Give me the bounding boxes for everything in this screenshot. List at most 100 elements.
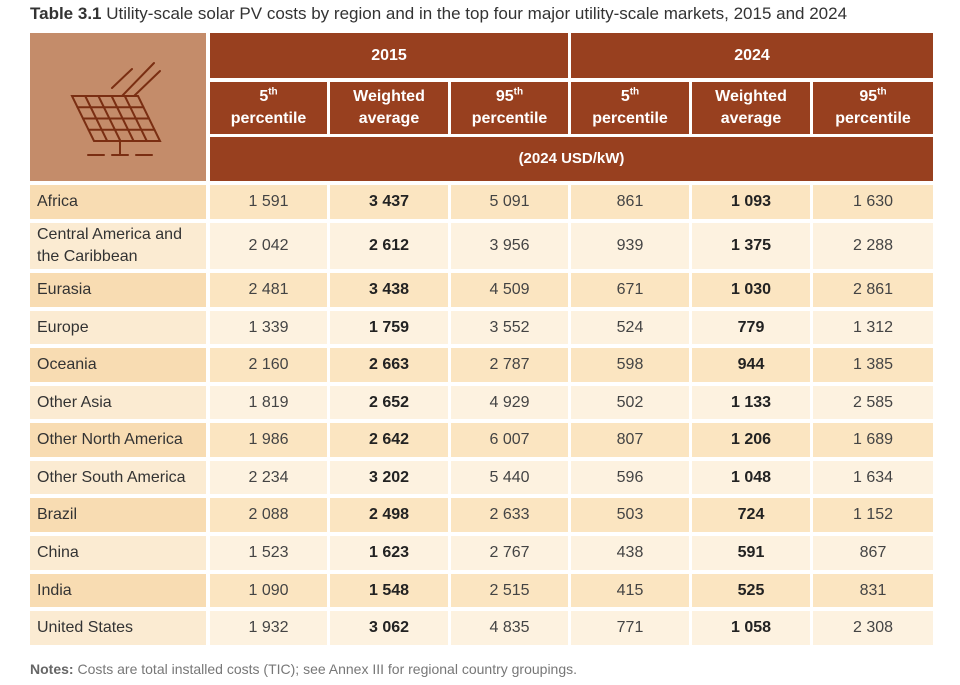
value-cell: 2 585: [813, 386, 933, 419]
value-cell: 598: [571, 348, 689, 382]
column-header: 5th percentile: [571, 82, 689, 134]
value-cell: 1 523: [210, 536, 327, 570]
value-cell: 525: [692, 574, 810, 607]
value-cell: 861: [571, 185, 689, 219]
header-unit: (2024 USD/kW): [210, 137, 933, 181]
value-cell: 1 759: [330, 311, 448, 344]
value-cell: 2 787: [451, 348, 568, 382]
value-cell: 2 633: [451, 498, 568, 532]
value-cell: 2 234: [210, 461, 327, 494]
value-cell: 1 090: [210, 574, 327, 607]
value-cell: 3 202: [330, 461, 448, 494]
table-notes: Notes: Costs are total installed costs (…: [30, 661, 577, 677]
column-header: 5th percentile: [210, 82, 327, 134]
value-cell: 2 088: [210, 498, 327, 532]
value-cell: 2 663: [330, 348, 448, 382]
value-cell: 1 339: [210, 311, 327, 344]
table-row: Eurasia 2 481 3 438 4 509 671 1 030 2 861: [30, 273, 933, 307]
value-cell: 5 091: [451, 185, 568, 219]
value-cell: 4 509: [451, 273, 568, 307]
notes-text: Costs are total installed costs (TIC); s…: [77, 661, 578, 677]
value-cell: 1 634: [813, 461, 933, 494]
table-row: Oceania 2 160 2 663 2 787 598 944 1 385: [30, 348, 933, 382]
region-label: Africa: [30, 185, 206, 219]
table-row: China 1 523 1 623 2 767 438 591 867: [30, 536, 933, 570]
value-cell: 2 308: [813, 611, 933, 645]
value-cell: 1 133: [692, 386, 810, 419]
region-label: China: [30, 536, 206, 570]
table-row: India 1 090 1 548 2 515 415 525 831: [30, 574, 933, 607]
value-cell: 1 030: [692, 273, 810, 307]
table-title: Utility-scale solar PV costs by region a…: [106, 4, 848, 23]
value-cell: 3 552: [451, 311, 568, 344]
header-corner: [30, 33, 206, 181]
value-cell: 2 498: [330, 498, 448, 532]
value-cell: 3 437: [330, 185, 448, 219]
value-cell: 2 767: [451, 536, 568, 570]
value-cell: 1 548: [330, 574, 448, 607]
table-row: Brazil 2 088 2 498 2 633 503 724 1 152: [30, 498, 933, 532]
value-cell: 1 375: [692, 223, 810, 269]
column-header: 95th percentile: [813, 82, 933, 134]
region-label: India: [30, 574, 206, 607]
value-cell: 939: [571, 223, 689, 269]
value-cell: 2 481: [210, 273, 327, 307]
region-label: Brazil: [30, 498, 206, 532]
region-label: Other Asia: [30, 386, 206, 419]
value-cell: 724: [692, 498, 810, 532]
value-cell: 524: [571, 311, 689, 344]
value-cell: 3 062: [330, 611, 448, 645]
value-cell: 2 515: [451, 574, 568, 607]
value-cell: 2 652: [330, 386, 448, 419]
value-cell: 1 689: [813, 423, 933, 457]
region-label: Central America and the Caribbean: [30, 223, 206, 269]
value-cell: 4 929: [451, 386, 568, 419]
value-cell: 5 440: [451, 461, 568, 494]
value-cell: 1 986: [210, 423, 327, 457]
value-cell: 596: [571, 461, 689, 494]
value-cell: 6 007: [451, 423, 568, 457]
value-cell: 591: [692, 536, 810, 570]
table-row: Central America and the Caribbean 2 042 2 …: [30, 223, 933, 269]
value-cell: 4 835: [451, 611, 568, 645]
value-cell: 779: [692, 311, 810, 344]
value-cell: 3 438: [330, 273, 448, 307]
table-row: Other South America 2 234 3 202 5 440 596 1 0…: [30, 461, 933, 494]
value-cell: 831: [813, 574, 933, 607]
value-cell: 503: [571, 498, 689, 532]
value-cell: 1 206: [692, 423, 810, 457]
region-label: United States: [30, 611, 206, 645]
value-cell: 807: [571, 423, 689, 457]
column-header: Weighted average: [692, 82, 810, 134]
header-year-2024: 2024: [571, 33, 933, 78]
value-cell: 2 642: [330, 423, 448, 457]
value-cell: 438: [571, 536, 689, 570]
value-cell: 2 042: [210, 223, 327, 269]
table-row: Africa 1 591 3 437 5 091 861 1 093 1 630: [30, 185, 933, 219]
header-year-2015: 2015: [210, 33, 568, 78]
table-row: United States 1 932 3 062 4 835 771 1 058 2 30…: [30, 611, 933, 645]
value-cell: 671: [571, 273, 689, 307]
region-label: Other North America: [30, 423, 206, 457]
value-cell: 2 160: [210, 348, 327, 382]
value-cell: 1 312: [813, 311, 933, 344]
value-cell: 1 048: [692, 461, 810, 494]
table-row: Other North America 1 986 2 642 6 007 807 1 2…: [30, 423, 933, 457]
value-cell: 1 093: [692, 185, 810, 219]
value-cell: 867: [813, 536, 933, 570]
value-cell: 1 152: [813, 498, 933, 532]
region-label: Other South America: [30, 461, 206, 494]
table-caption: Table 3.1 Utility-scale solar PV costs b…: [30, 4, 847, 24]
value-cell: 2 288: [813, 223, 933, 269]
column-header: Weighted average: [330, 82, 448, 134]
value-cell: 1 623: [330, 536, 448, 570]
region-label: Europe: [30, 311, 206, 344]
region-label: Eurasia: [30, 273, 206, 307]
table-number: Table 3.1: [30, 4, 102, 23]
value-cell: 2 861: [813, 273, 933, 307]
value-cell: 771: [571, 611, 689, 645]
value-cell: 2 612: [330, 223, 448, 269]
region-label: Oceania: [30, 348, 206, 382]
value-cell: 1 932: [210, 611, 327, 645]
value-cell: 1 591: [210, 185, 327, 219]
